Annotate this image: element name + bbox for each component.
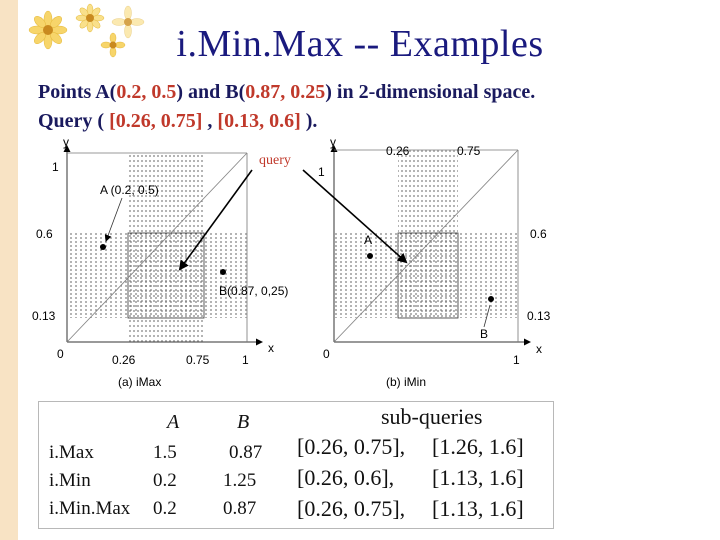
imax-plot: y x 1 0.6 0.13 0 0.26 0.75 1 A (0.2, 0.5…: [32, 135, 288, 389]
row-label: i.Min.Max: [49, 498, 131, 519]
query-rectangle: [127, 232, 205, 319]
point-b: [220, 269, 226, 275]
subtitle-line-1: Points A(0.2, 0.5) and B(0.87, 0.25) in …: [38, 81, 535, 104]
subtitle-text: ,: [202, 110, 218, 132]
diagonal-line: [333, 149, 519, 343]
query-label: query: [259, 153, 291, 168]
y-tick-0-6: 0.6: [36, 227, 53, 241]
page-title: i.Min.Max -- Examples: [176, 23, 544, 65]
point-a-coords: 0.2, 0.5: [116, 81, 177, 103]
value-a: 0.2: [153, 470, 177, 491]
subquery-2: [1.26, 1.6]: [432, 434, 524, 459]
value-a: 1.5: [153, 442, 177, 463]
point-a-label: A: [364, 233, 372, 247]
point-b: [488, 296, 494, 302]
subquery-2: [1.13, 1.6]: [432, 496, 524, 521]
flower-icon: [28, 10, 68, 50]
query-range-x: [0.26, 0.75]: [109, 110, 203, 132]
query-band-vertical: [398, 150, 458, 318]
y-tick-0-6: 0.6: [530, 227, 547, 241]
imin-plot: y x 1 0.6 0.13 0 0.26 0.75 1 A B (b) iMi…: [318, 135, 551, 389]
diagonal-line: [66, 152, 248, 343]
plot-caption: (a) iMax: [118, 375, 161, 389]
column-header-a: A: [167, 411, 180, 433]
x-tick-0-75: 0.75: [457, 144, 481, 158]
subtitle-text: Points A(: [38, 81, 117, 103]
value-b: 1.25: [223, 470, 257, 491]
x-tick-0-26: 0.26: [112, 353, 136, 367]
y-axis-label: y: [330, 135, 336, 149]
subquery-1: [0.26, 0.6],: [297, 465, 395, 490]
flower-icon: [111, 5, 145, 39]
row-label: i.Max: [49, 442, 94, 463]
y-tick-0-13: 0.13: [527, 309, 551, 323]
subquery-1: [0.26, 0.75],: [297, 496, 406, 521]
column-header-subqueries: sub-queries: [381, 404, 483, 429]
origin-label: 0: [323, 347, 330, 361]
value-b: 0.87: [223, 498, 257, 519]
point-a-label: A (0.2, 0.5): [100, 183, 159, 197]
decorative-strip: [0, 0, 18, 540]
subquery-1: [0.26, 0.75],: [297, 434, 406, 459]
x-axis-label: x: [268, 341, 274, 355]
y-tick-1: 1: [318, 165, 325, 179]
results-table: A B sub-queries i.Max 1.5 0.87 [0.26, 0.…: [38, 401, 554, 529]
value-b: 0.87: [229, 442, 263, 463]
label-pointer: [104, 197, 123, 242]
point-b-coords: 0.87, 0.25: [245, 81, 326, 103]
point-a: [100, 244, 106, 250]
query-range-y: [0.13, 0.6]: [217, 110, 301, 132]
y-tick-1: 1: [52, 160, 59, 174]
subtitle-text: ) in 2-dimensional space.: [325, 81, 536, 103]
y-tick-0-13: 0.13: [32, 309, 56, 323]
query-band-vertical: [128, 153, 204, 343]
y-axis-label: y: [63, 135, 69, 149]
x-tick-0-75: 0.75: [186, 353, 210, 367]
row-label: i.Min: [49, 470, 91, 491]
query-arrow-right: [302, 169, 408, 264]
point-a: [367, 253, 373, 259]
label-pointer: [483, 304, 491, 328]
x-axis-label: x: [536, 342, 542, 356]
flower-icon: [75, 3, 105, 33]
subquery-2: [1.13, 1.6]: [432, 465, 524, 490]
x-tick-1: 1: [242, 353, 249, 367]
value-a: 0.2: [153, 498, 177, 519]
point-b-label: B: [480, 327, 488, 341]
subtitle-text: ).: [300, 110, 318, 132]
flower-icon: [100, 32, 126, 58]
subtitle-text: ) and B(: [176, 81, 246, 103]
flower-decoration: [28, 3, 145, 58]
x-tick-0-26: 0.26: [386, 144, 410, 158]
x-tick-1: 1: [513, 353, 520, 367]
subtitle-line-2: Query ( [0.26, 0.75] , [0.13, 0.6] ).: [38, 110, 317, 133]
plot-caption: (b) iMin: [386, 375, 426, 389]
column-header-b: B: [237, 411, 250, 433]
point-b-label: B(0.87, 0,25): [219, 284, 288, 298]
query-arrow-left: [178, 169, 253, 271]
origin-label: 0: [57, 347, 64, 361]
subtitle-text: Query (: [38, 110, 110, 132]
